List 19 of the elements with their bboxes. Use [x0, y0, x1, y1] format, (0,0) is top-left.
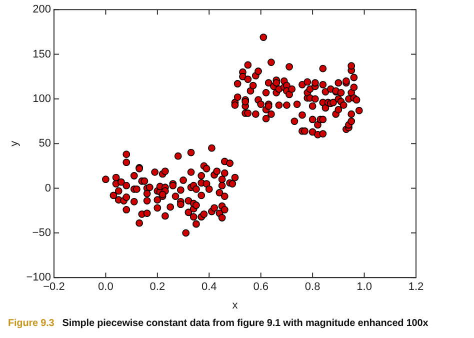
y-tick-label: −50 — [32, 226, 51, 239]
y-tick-label: −100 — [26, 272, 51, 284]
x-tick-label: 1.0 — [356, 281, 372, 294]
x-tick-label: 1.2 — [408, 281, 424, 294]
y-tick-label: 0 — [44, 182, 51, 194]
x-tick-label: 0.4 — [201, 281, 217, 294]
y-tick-label: 150 — [32, 48, 51, 60]
y-axis-title: y — [8, 140, 21, 146]
x-tick-label: −0.2 — [43, 281, 65, 294]
y-tick-label: 200 — [32, 4, 51, 16]
x-tick-label: 0.2 — [150, 281, 166, 294]
text: Simple piecewise constant data from figure 9.1 with magnitude enhanced 100x — [62, 318, 428, 329]
y-tick-label: 50 — [38, 138, 51, 150]
x-axis-title: x — [232, 299, 238, 312]
x-tick-label: 0.8 — [304, 281, 320, 294]
caption: Figure 9.3 — [8, 318, 54, 329]
x-tick-label: 0.6 — [253, 281, 268, 294]
x-tick-label: 0.0 — [98, 281, 114, 294]
y-tick-label: 100 — [32, 92, 51, 105]
